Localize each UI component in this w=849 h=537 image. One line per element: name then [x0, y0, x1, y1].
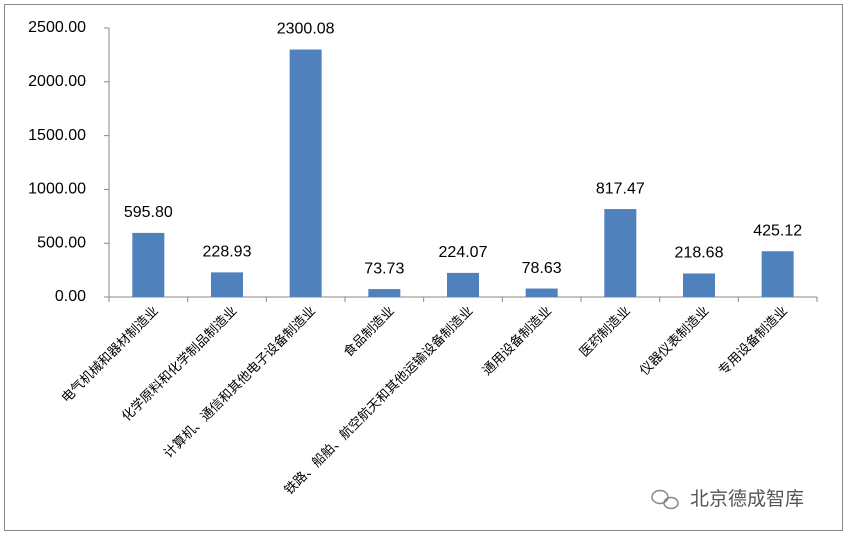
watermark: 北京德成智库	[690, 488, 804, 510]
y-tick-label: 1500.00	[28, 127, 86, 144]
y-tick-label: 2500.00	[28, 19, 86, 36]
bar	[289, 49, 322, 298]
bar	[525, 288, 558, 297]
value-label: 2300.08	[277, 21, 335, 38]
bar	[604, 209, 637, 297]
value-label: 218.68	[675, 245, 724, 262]
bar	[683, 273, 715, 297]
bar	[761, 251, 794, 297]
value-label: 425.12	[753, 222, 802, 239]
bar	[132, 232, 165, 297]
y-tick-label: 0.00	[55, 288, 86, 305]
chart-border	[4, 4, 843, 531]
y-tick-label: 2000.00	[28, 73, 86, 90]
y-tick-label: 1000.00	[28, 181, 86, 198]
value-label: 595.80	[124, 204, 173, 221]
value-label: 817.47	[596, 180, 645, 197]
y-tick-label: 500.00	[37, 234, 86, 251]
value-label: 228.93	[203, 244, 252, 261]
value-label: 78.63	[522, 260, 562, 277]
value-label: 224.07	[439, 244, 488, 261]
watermark-icon	[651, 489, 679, 510]
bar	[211, 272, 243, 297]
value-label: 73.73	[364, 260, 404, 277]
bar	[368, 289, 401, 297]
bar	[447, 272, 479, 297]
